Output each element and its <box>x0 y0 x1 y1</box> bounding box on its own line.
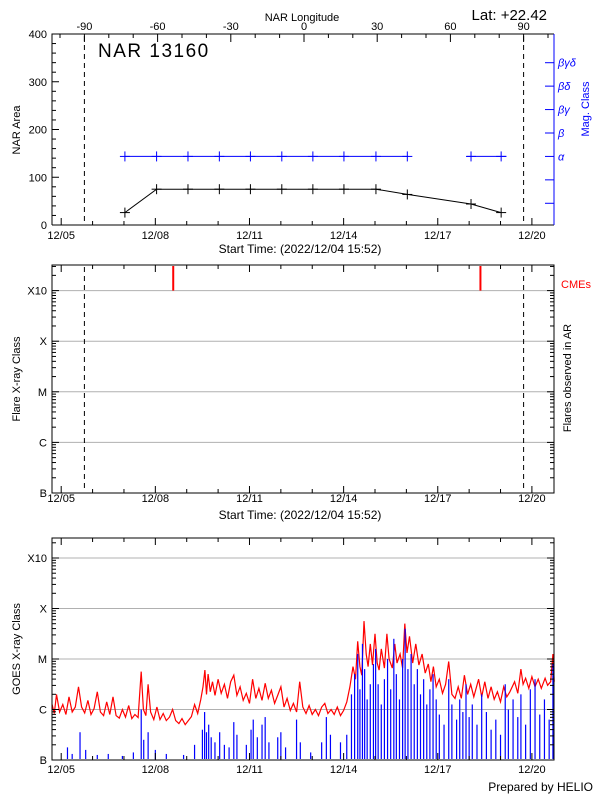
data-series <box>51 151 555 759</box>
area-tick-label: 300 <box>29 77 47 89</box>
x-tick-label: 12/17 <box>424 764 452 776</box>
flare-panel-frame <box>51 264 555 494</box>
longitude-axis-title: NAR Longitude <box>265 12 340 24</box>
longitude-tick-label: 30 <box>371 21 383 33</box>
flares-observed-label: Flares observed in AR <box>562 324 574 432</box>
class-tick-label: X <box>40 604 48 616</box>
x-tick-label: 12/05 <box>47 230 75 242</box>
goes-class-axis-title: GOES X-ray Class <box>11 603 23 695</box>
class-tick-label: M <box>38 654 47 666</box>
x-tick-label: 12/11 <box>236 493 263 505</box>
longitude-tick-label: 0 <box>301 21 307 33</box>
limb-dashed-lines <box>83 36 525 492</box>
x-tick-label: 12/11 <box>236 230 263 242</box>
area-tick-label: 400 <box>29 29 47 41</box>
region-title: NAR 13160 <box>98 41 210 62</box>
longitude-tick-label: -60 <box>150 21 166 33</box>
panel-frames <box>51 33 555 761</box>
mag-class-tick-label: β <box>557 128 565 140</box>
x-tick-label: 12/14 <box>330 764 358 776</box>
mag-class-tick-label: βδ <box>557 81 571 93</box>
x-tick-label: 12/20 <box>518 230 546 242</box>
class-tick-label: C <box>39 437 47 449</box>
longitude-tick-label: 90 <box>517 21 529 33</box>
x-tick-label: 12/05 <box>47 764 75 776</box>
area-tick-label: 100 <box>29 172 47 184</box>
start-time-label-middle: Start Time: (2022/12/04 15:52) <box>219 508 382 522</box>
class-tick-label: X10 <box>27 286 47 298</box>
mag-class-tick-label: α <box>558 151 565 163</box>
class-tick-label: B <box>40 488 47 500</box>
axis-tick-labels: 12/05 12/05 12/05 12/08 12/08 12/08 12/11 12/11… <box>27 21 576 776</box>
x-tick-label: 12/17 <box>424 230 452 242</box>
goes-panel-frame <box>51 537 555 761</box>
longitude-tick-label: -30 <box>223 21 239 33</box>
x-tick-label: 12/20 <box>518 493 546 505</box>
mag-class-tick-label: βγδ <box>557 58 577 70</box>
x-tick-label: 12/08 <box>142 493 170 505</box>
longitude-tick-label: 60 <box>444 21 456 33</box>
x-tick-label: 12/17 <box>424 493 452 505</box>
axis-ticks <box>52 33 554 761</box>
class-tick-label: B <box>40 755 47 767</box>
x-tick-label: 12/08 <box>142 230 170 242</box>
area-axis-title: NAR Area <box>11 105 23 155</box>
flare-class-axis-title: Flare X-ray Class <box>11 336 23 421</box>
nar-area-line <box>124 188 502 214</box>
top-panel-frame <box>51 33 554 225</box>
x-tick-label: 12/14 <box>330 493 358 505</box>
mag-class-axis-title: Mag. Class <box>580 81 592 137</box>
x-tick-label: 12/05 <box>47 493 75 505</box>
latitude-label: Lat: +22.42 <box>472 7 547 24</box>
class-tick-label: X <box>40 336 48 348</box>
start-time-label-top: Start Time: (2022/12/04 15:52) <box>219 242 382 256</box>
cmes-label: CMEs <box>561 279 591 291</box>
class-tick-label: C <box>39 705 47 717</box>
area-tick-label: 200 <box>29 125 47 137</box>
x-tick-label: 12/08 <box>142 764 170 776</box>
prepared-by-label: Prepared by HELIO <box>488 780 593 794</box>
gridlines <box>52 290 554 710</box>
x-tick-label: 12/20 <box>518 764 546 776</box>
area-tick-label: 0 <box>41 220 47 232</box>
mag-class-tick-label: βγ <box>557 105 571 117</box>
x-tick-label: 12/11 <box>236 764 263 776</box>
class-tick-label: X10 <box>27 553 47 565</box>
x-tick-label: 12/14 <box>330 230 358 242</box>
class-tick-label: M <box>38 387 47 399</box>
longitude-tick-label: -90 <box>76 21 92 33</box>
